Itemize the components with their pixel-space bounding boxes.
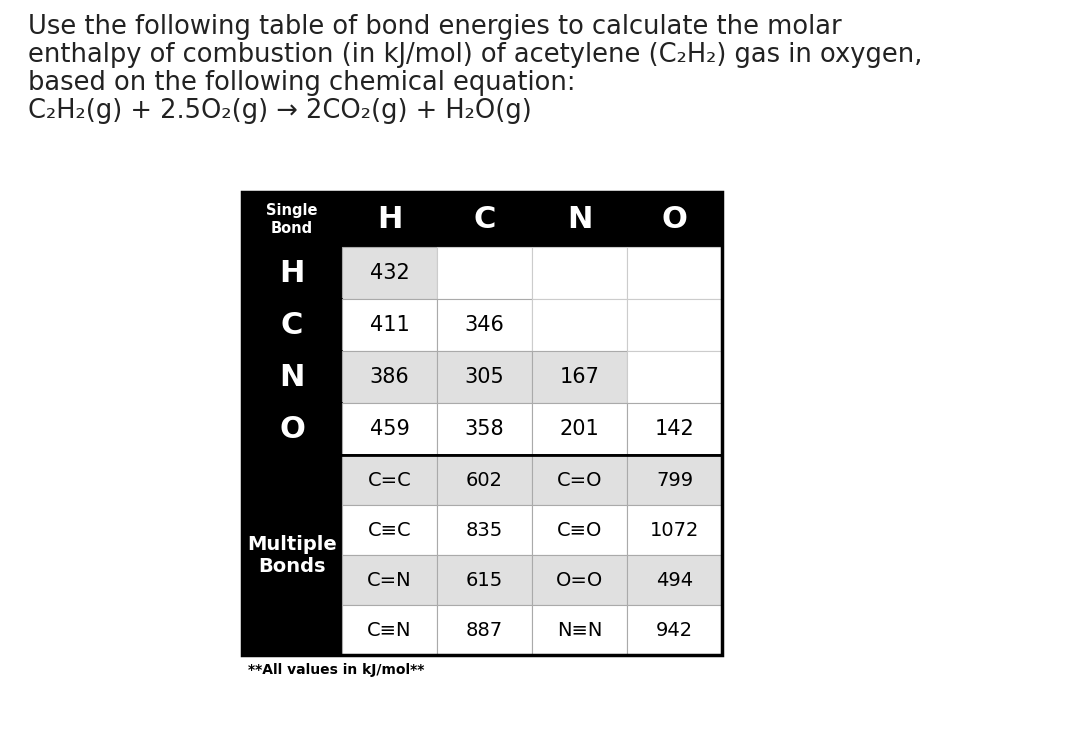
Bar: [438, 505, 532, 555]
Text: 494: 494: [656, 570, 693, 589]
Bar: [342, 192, 438, 247]
Text: 411: 411: [369, 315, 409, 335]
Bar: [627, 605, 722, 655]
Bar: [242, 192, 342, 247]
Bar: [627, 351, 722, 403]
Bar: [242, 455, 342, 655]
Bar: [242, 455, 722, 655]
Bar: [342, 455, 438, 505]
Text: N: N: [279, 362, 304, 392]
Text: 835: 835: [466, 520, 504, 539]
Text: O=O: O=O: [556, 570, 603, 589]
Bar: [438, 247, 532, 299]
Text: 799: 799: [656, 471, 693, 490]
Bar: [627, 403, 722, 455]
Bar: [342, 505, 438, 555]
Bar: [627, 505, 722, 555]
Bar: [242, 192, 722, 655]
Text: C=O: C=O: [557, 471, 602, 490]
Text: **All values in kJ/mol**: **All values in kJ/mol**: [248, 663, 425, 677]
Text: Use the following table of bond energies to calculate the molar: Use the following table of bond energies…: [28, 14, 841, 40]
Bar: [342, 555, 438, 605]
Bar: [627, 299, 722, 351]
Bar: [532, 351, 627, 403]
Text: 887: 887: [466, 621, 504, 640]
Bar: [342, 299, 438, 351]
Bar: [627, 247, 722, 299]
Text: C=N: C=N: [367, 570, 412, 589]
Text: N≡N: N≡N: [557, 621, 602, 640]
Text: C≡O: C≡O: [557, 520, 602, 539]
Text: C: C: [473, 205, 496, 234]
Bar: [438, 351, 532, 403]
Bar: [532, 247, 627, 299]
Bar: [532, 403, 627, 455]
Text: 459: 459: [369, 419, 409, 439]
Text: based on the following chemical equation:: based on the following chemical equation…: [28, 70, 575, 96]
Text: 201: 201: [560, 419, 599, 439]
Bar: [438, 192, 532, 247]
Bar: [532, 555, 627, 605]
Text: C≡C: C≡C: [368, 520, 412, 539]
Bar: [438, 605, 532, 655]
Text: 602: 602: [466, 471, 503, 490]
Bar: [532, 455, 627, 505]
Bar: [438, 455, 532, 505]
Text: 358: 358: [465, 419, 505, 439]
Text: C≡N: C≡N: [367, 621, 412, 640]
Bar: [242, 192, 722, 455]
Bar: [242, 247, 342, 299]
Bar: [342, 403, 438, 455]
Text: O: O: [662, 205, 688, 234]
Text: H: H: [377, 205, 402, 234]
Bar: [627, 555, 722, 605]
Text: 142: 142: [654, 419, 694, 439]
Text: 432: 432: [369, 263, 409, 283]
Bar: [438, 555, 532, 605]
Text: 167: 167: [560, 367, 599, 387]
Bar: [438, 299, 532, 351]
Text: Single
Bond: Single Bond: [266, 203, 317, 236]
Bar: [627, 455, 722, 505]
Text: enthalpy of combustion (in kJ/mol) of acetylene (C₂H₂) gas in oxygen,: enthalpy of combustion (in kJ/mol) of ac…: [28, 42, 923, 68]
Bar: [342, 605, 438, 655]
Text: Multiple
Bonds: Multiple Bonds: [247, 534, 337, 575]
Text: 386: 386: [369, 367, 409, 387]
Bar: [532, 299, 627, 351]
Text: H: H: [279, 258, 304, 288]
Text: C₂H₂(g) + 2.5O₂(g) → 2CO₂(g) + H₂O(g): C₂H₂(g) + 2.5O₂(g) → 2CO₂(g) + H₂O(g): [28, 98, 532, 124]
Text: C: C: [280, 310, 303, 340]
Bar: [438, 403, 532, 455]
Text: N: N: [566, 205, 592, 234]
Bar: [627, 192, 722, 247]
Bar: [242, 299, 342, 351]
Bar: [532, 192, 627, 247]
Text: 346: 346: [465, 315, 505, 335]
Bar: [342, 247, 438, 299]
Text: 942: 942: [656, 621, 693, 640]
Bar: [532, 605, 627, 655]
Text: C=C: C=C: [367, 471, 412, 490]
Bar: [342, 351, 438, 403]
Text: 1072: 1072: [650, 520, 700, 539]
Bar: [242, 403, 342, 455]
Bar: [242, 351, 342, 403]
Text: O: O: [279, 414, 305, 444]
Bar: [532, 505, 627, 555]
Text: 615: 615: [466, 570, 504, 589]
Text: 305: 305: [465, 367, 505, 387]
